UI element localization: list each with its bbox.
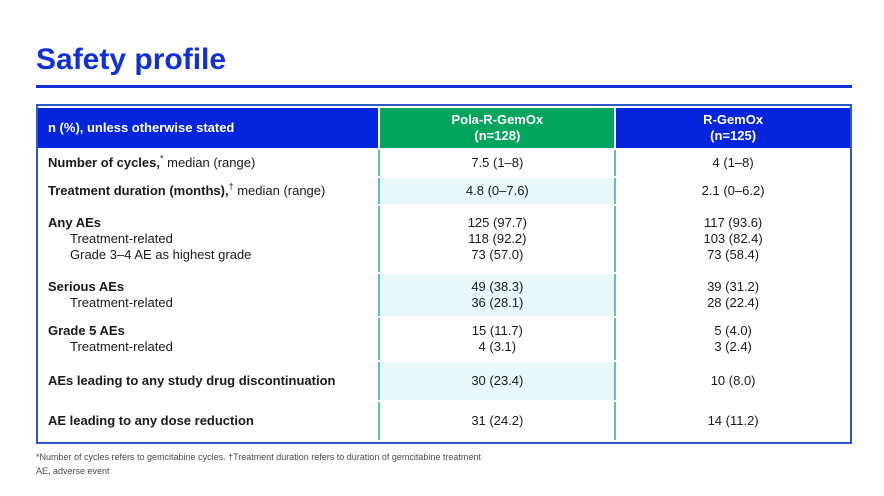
value: 73 (58.4) — [707, 247, 760, 262]
value: 39 (31.2) — [707, 279, 760, 294]
pola-value-cell: 4.8 (0–7.6) — [378, 178, 615, 204]
row-label-bold: Serious AEs — [48, 279, 125, 294]
pola-value-cell: 30 (23.4) — [378, 362, 615, 400]
rgemox-value-cell: 5 (4.0) 3 (2.4) — [614, 318, 850, 360]
footnote-marker: * — [160, 153, 164, 164]
row-sublabel: Treatment-related — [70, 339, 173, 354]
table-row-number-of-cycles: Number of cycles,* median (range) 7.5 (1… — [38, 150, 850, 176]
title-underline — [36, 85, 852, 88]
value: 49 (38.3) — [471, 279, 524, 294]
footnotes: *Number of cycles refers to gemcitabine … — [36, 451, 852, 478]
value: 31 (24.2) — [471, 413, 524, 428]
row-label-bold: Number of cycles, — [48, 155, 160, 170]
rgemox-value-cell: 117 (93.6) 103 (82.4) 73 (58.4) — [614, 206, 850, 272]
row-label: AEs leading to any study drug discontinu… — [38, 362, 378, 400]
table-row-aes-discontinuation: AEs leading to any study drug discontinu… — [38, 362, 850, 400]
value: 4 (3.1) — [478, 339, 517, 354]
value: 15 (11.7) — [471, 323, 523, 338]
rgemox-value-cell: 39 (31.2) 28 (22.4) — [614, 274, 850, 316]
row-sublabel: Treatment-related — [70, 231, 173, 246]
value: 125 (97.7) — [467, 215, 527, 230]
value: 10 (8.0) — [710, 373, 756, 388]
row-label: Number of cycles,* median (range) — [38, 150, 378, 176]
row-label: Treatment duration (months),† median (ra… — [38, 178, 378, 204]
row-sublabel: Treatment-related — [70, 295, 173, 310]
row-label: Serious AEs Treatment-related — [38, 274, 378, 316]
rgemox-value-cell: 2.1 (0–6.2) — [614, 178, 850, 204]
header-cell-r-gemox: R-GemOx (n=125) — [614, 108, 850, 148]
value: 7.5 (1–8) — [471, 155, 524, 170]
pola-value-cell: 7.5 (1–8) — [378, 150, 614, 176]
safety-table: n (%), unless otherwise stated Pola-R-Ge… — [36, 104, 852, 444]
table-row-treatment-duration: Treatment duration (months),† median (ra… — [38, 178, 850, 204]
table-row-ae-dose-reduction: AE leading to any dose reduction 31 (24.… — [38, 402, 850, 440]
footnote-marker: † — [228, 181, 234, 192]
value: 118 (92.2) — [468, 231, 527, 246]
row-sublabel: Grade 3–4 AE as highest grade — [70, 247, 252, 262]
value: 36 (28.1) — [471, 295, 524, 310]
header-pola-n: (n=128) — [474, 128, 521, 143]
pola-value-cell: 125 (97.7) 118 (92.2) 73 (57.0) — [378, 206, 614, 272]
header-rgemox-n: (n=125) — [710, 128, 757, 143]
row-label: Grade 5 AEs Treatment-related — [38, 318, 378, 360]
rgemox-value-cell: 14 (11.2) — [614, 402, 850, 440]
row-label-bold: Treatment duration (months), — [48, 183, 229, 198]
table-row-serious-aes: Serious AEs Treatment-related 49 (38.3) … — [38, 274, 850, 316]
row-label-bold: AE leading to any dose reduction — [48, 413, 254, 428]
row-label: AE leading to any dose reduction — [38, 402, 378, 440]
row-label-rest: median (range) — [163, 155, 256, 170]
header-pola-name: Pola-R-GemOx — [451, 112, 544, 127]
value: 103 (82.4) — [703, 231, 763, 246]
row-label-bold: Any AEs — [48, 215, 101, 230]
value: 5 (4.0) — [714, 323, 752, 338]
pola-value-cell: 49 (38.3) 36 (28.1) — [378, 274, 615, 316]
row-label-bold: AEs leading to any study drug discontinu… — [48, 373, 336, 388]
row-label-bold: Grade 5 AEs — [48, 323, 125, 338]
page-title: Safety profile — [36, 43, 227, 76]
table-header-row: n (%), unless otherwise stated Pola-R-Ge… — [38, 108, 850, 148]
table-row-grade-5-aes: Grade 5 AEs Treatment-related 15 (11.7) … — [38, 318, 850, 360]
row-label-rest: median (range) — [233, 183, 326, 198]
header-rgemox-name: R-GemOx — [703, 112, 764, 127]
pola-value-cell: 31 (24.2) — [378, 402, 614, 440]
table-row-any-aes: Any AEs Treatment-related Grade 3–4 AE a… — [38, 206, 850, 272]
footnote-line-1: *Number of cycles refers to gemcitabine … — [36, 452, 481, 462]
value: 4 (1–8) — [712, 155, 754, 170]
row-label: Any AEs Treatment-related Grade 3–4 AE a… — [38, 206, 378, 272]
value: 117 (93.6) — [703, 215, 763, 230]
value: 2.1 (0–6.2) — [701, 183, 765, 198]
rgemox-value-cell: 4 (1–8) — [614, 150, 850, 176]
value: 73 (57.0) — [471, 247, 524, 262]
rgemox-value-cell: 10 (8.0) — [614, 362, 850, 400]
header-cell-pola-r-gemox: Pola-R-GemOx (n=128) — [378, 108, 615, 148]
pola-value-cell: 15 (11.7) 4 (3.1) — [378, 318, 614, 360]
value: 28 (22.4) — [707, 295, 760, 310]
footnote-line-2: AE, adverse event — [36, 465, 110, 476]
safety-table-grid: n (%), unless otherwise stated Pola-R-Ge… — [38, 106, 850, 442]
value: 4.8 (0–7.6) — [465, 183, 529, 198]
value: 30 (23.4) — [471, 373, 524, 388]
header-cell-label: n (%), unless otherwise stated — [38, 108, 379, 148]
value: 3 (2.4) — [714, 339, 752, 354]
value: 14 (11.2) — [707, 413, 759, 428]
